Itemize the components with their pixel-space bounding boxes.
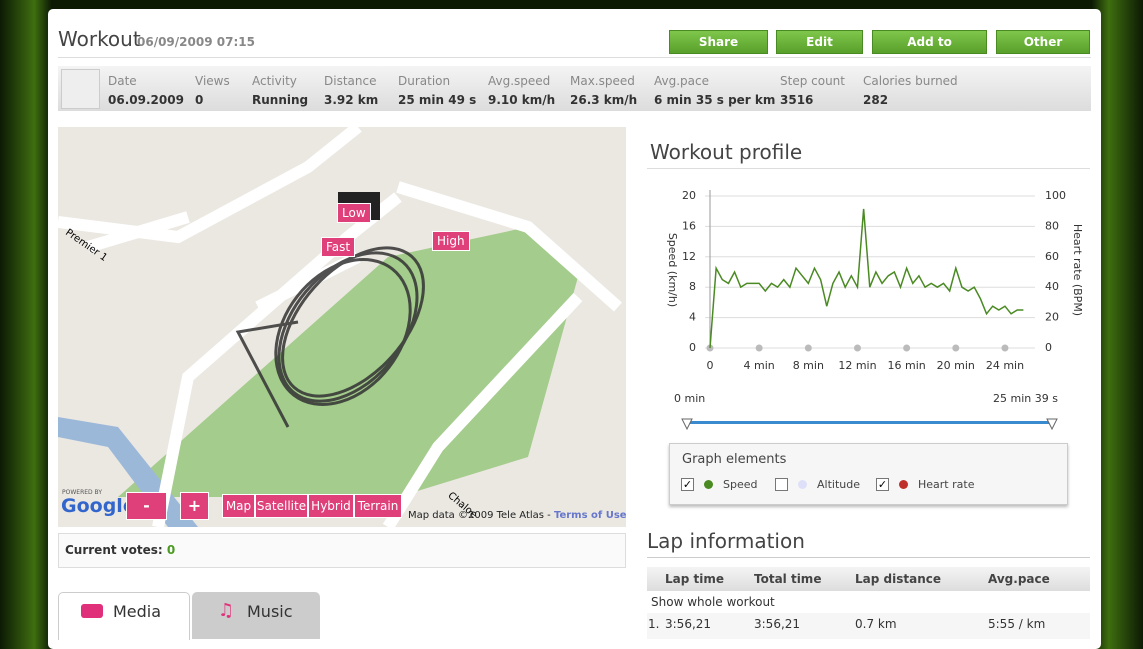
votes-box: [58, 533, 626, 568]
attribution-text: Map data ©2009 Tele Atlas -: [408, 510, 551, 521]
column-header: Lap time: [665, 572, 725, 586]
zoom-button[interactable]: +: [180, 492, 209, 520]
button[interactable]: Other options: [996, 30, 1090, 71]
legend-dot: [704, 480, 713, 489]
divider: [647, 168, 1090, 169]
legend-dot: [899, 480, 908, 489]
field-value: 25 min 49 s: [398, 93, 477, 107]
votes: Current votes: 0: [65, 543, 175, 557]
field-value: 0: [195, 93, 204, 107]
show-whole[interactable]: Show whole workout: [651, 595, 775, 609]
slider-track[interactable]: [687, 421, 1052, 424]
field-value: 3516: [780, 93, 814, 107]
field-label: Max.speed: [570, 74, 635, 88]
checkbox[interactable]: [775, 478, 788, 491]
avatar[interactable]: [61, 69, 100, 109]
column-header: Total time: [754, 572, 822, 586]
votes-value: 0: [166, 543, 176, 557]
cell[interactable]: 1.: [648, 617, 660, 631]
google-logo: Google: [61, 495, 136, 517]
map-type[interactable]: Satellite: [255, 494, 308, 518]
field-value: 26.3 km/h: [570, 93, 638, 107]
map-marker[interactable]: Fast: [321, 237, 356, 257]
tab-label[interactable]: Music: [247, 602, 293, 621]
slider-end: 25 min 39 s: [993, 392, 1058, 405]
cell[interactable]: 3:56,21: [754, 617, 801, 631]
table-header: [647, 567, 1090, 591]
attribution: Map data ©2009 Tele Atlas - Terms of Use: [408, 510, 627, 521]
legend-label: Altitude: [817, 478, 860, 491]
map-type[interactable]: Terrain: [354, 494, 402, 518]
field-value: Running: [252, 93, 309, 107]
field-label: Avg.pace: [654, 74, 709, 88]
field-label: Step count: [780, 74, 845, 88]
cell[interactable]: 3:56,21: [665, 617, 712, 631]
graph-elements-title: Graph elements: [682, 452, 787, 467]
field-label: Calories burned: [863, 74, 958, 88]
votes-label: Current votes:: [65, 543, 163, 557]
legend-label: Speed: [723, 478, 758, 491]
cell[interactable]: 0.7 km: [855, 617, 897, 631]
music-icon: ♫: [218, 600, 235, 621]
map-marker[interactable]: High: [432, 231, 470, 251]
tab[interactable]: [192, 592, 320, 639]
map-type[interactable]: Map: [222, 494, 255, 518]
section-title: Lap information: [647, 529, 805, 553]
legend-dot: [798, 480, 807, 489]
media-icon: [81, 604, 103, 618]
field-value: 282: [863, 93, 889, 107]
terms-link[interactable]: Terms of Use: [553, 510, 627, 521]
field-value: 6 min 35 s per km: [654, 93, 776, 107]
divider: [647, 557, 1090, 558]
column-header: Avg.pace: [988, 572, 1050, 586]
tab-label[interactable]: Media: [113, 602, 162, 621]
divider: [58, 57, 1091, 58]
field-label: Avg.speed: [488, 74, 551, 88]
legend-label: Heart rate: [918, 478, 975, 491]
button[interactable]: Edit workout: [776, 30, 863, 71]
map[interactable]: [58, 127, 626, 527]
datetime: 06/09/2009 07:15: [137, 35, 255, 49]
field-label: Distance: [324, 74, 377, 88]
field-value: 06.09.2009: [108, 93, 184, 107]
column-header: Lap distance: [855, 572, 941, 586]
checkbox[interactable]: ✓: [876, 478, 889, 491]
map-marker[interactable]: Low: [337, 203, 371, 223]
field-value: 9.10 km/h: [488, 93, 556, 107]
field-label: Duration: [398, 74, 451, 88]
map-type[interactable]: Hybrid: [308, 494, 354, 518]
button[interactable]: Share workout: [669, 30, 768, 71]
button[interactable]: Add to favourites: [872, 30, 987, 71]
powered-by: POWERED BY: [62, 489, 103, 496]
summary-bar: [58, 66, 1091, 111]
field-label: Activity: [252, 74, 297, 88]
checkbox[interactable]: ✓: [681, 478, 694, 491]
field-label: Views: [195, 74, 230, 88]
cell[interactable]: 5:55 / km: [988, 617, 1046, 631]
title: Workout: [58, 27, 141, 51]
table-row[interactable]: [647, 613, 1090, 639]
slider-start: 0 min: [674, 392, 706, 405]
field-value: 3.92 km: [324, 93, 379, 107]
zoom-button[interactable]: -: [126, 492, 167, 520]
tab[interactable]: [58, 592, 190, 640]
section-title: Workout profile: [650, 140, 803, 164]
field-label: Date: [108, 74, 137, 88]
graph-elements: [669, 443, 1068, 505]
